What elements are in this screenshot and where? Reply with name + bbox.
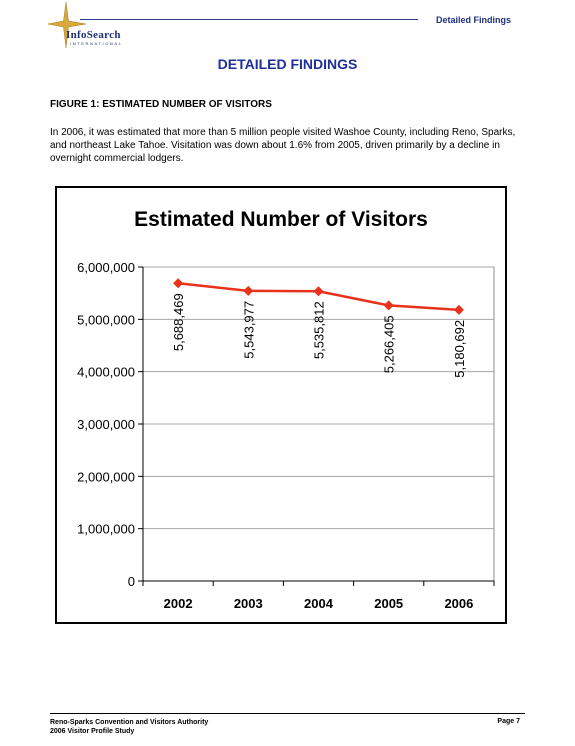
y-tick-label: 6,000,000: [77, 260, 135, 275]
intro-paragraph: In 2006, it was estimated that more than…: [50, 127, 516, 164]
x-tick-label: 2003: [234, 596, 263, 611]
data-point-marker: [173, 278, 184, 289]
logo-wordmark: InfoSearch: [66, 29, 121, 41]
header-divider: [80, 19, 418, 20]
data-label: 5,535,812: [312, 301, 327, 359]
y-tick-label: 2,000,000: [77, 469, 135, 484]
page-number: Page 7: [497, 718, 520, 725]
y-tick-label: 0: [128, 574, 135, 589]
y-tick-label: 1,000,000: [77, 522, 135, 537]
footer-study-name: 2006 Visitor Profile Study: [50, 728, 135, 735]
x-tick-label: 2005: [374, 596, 403, 611]
logo-subtext: INTERNATIONAL: [70, 41, 123, 46]
data-point-marker: [453, 304, 464, 315]
y-tick-label: 4,000,000: [77, 365, 135, 380]
x-tick-label: 2006: [444, 596, 473, 611]
infosearch-logo: InfoSearch INTERNATIONAL: [48, 2, 158, 48]
running-section-title: Detailed Findings: [435, 15, 511, 25]
data-point-marker: [383, 300, 394, 311]
data-label: 5,543,977: [241, 301, 256, 359]
data-label: 5,266,405: [382, 315, 397, 373]
y-tick-label: 5,000,000: [77, 312, 135, 327]
footer-organization: Reno-Sparks Convention and Visitors Auth…: [50, 719, 209, 726]
data-label: 5,688,469: [171, 293, 186, 351]
compass-star-icon: [48, 2, 87, 48]
x-tick-label: 2002: [164, 596, 193, 611]
footer-divider: [50, 713, 525, 714]
page-title: DETAILED FINDINGS: [217, 56, 358, 72]
x-tick-label: 2004: [304, 596, 334, 611]
data-label: 5,180,692: [452, 320, 467, 378]
figure-title: FIGURE 1: ESTIMATED NUMBER OF VISITORS: [50, 99, 272, 110]
y-tick-label: 3,000,000: [77, 417, 135, 432]
chart-title: Estimated Number of Visitors: [134, 208, 428, 231]
visitors-chart: Estimated Number of Visitors 0 1,000,000 2…: [55, 186, 507, 624]
chart-svg: Estimated Number of Visitors 0 1,000,000 2…: [77, 208, 495, 611]
data-point-marker: [243, 285, 254, 296]
footer-credits: Reno-Sparks Convention and Visitors Auth…: [50, 718, 208, 736]
page-header: InfoSearch INTERNATIONAL Detailed Findin…: [0, 0, 575, 50]
data-point-marker: [313, 286, 324, 297]
